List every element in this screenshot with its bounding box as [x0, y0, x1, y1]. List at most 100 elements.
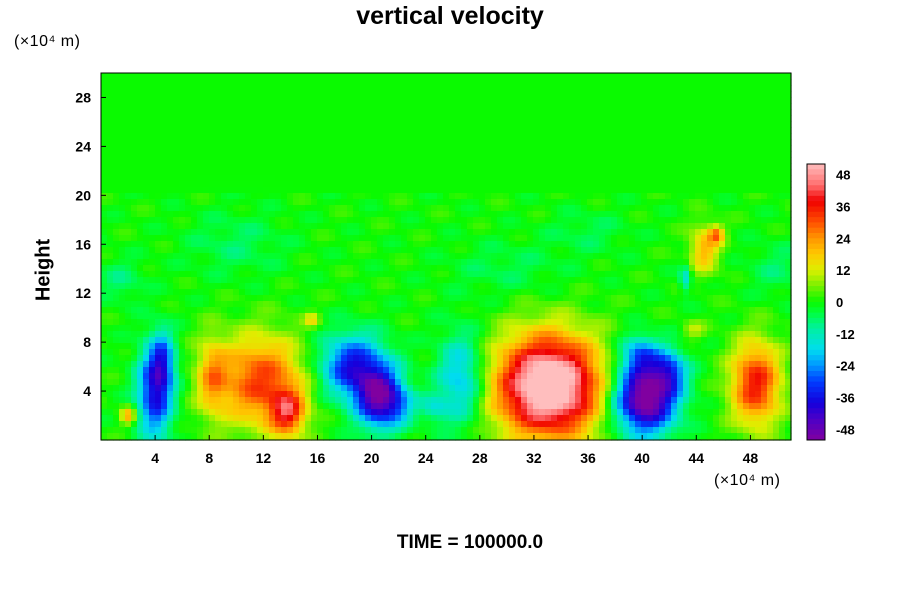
field-cell — [743, 163, 750, 170]
field-cell — [107, 151, 114, 158]
field-cell — [377, 241, 384, 248]
field-cell — [605, 169, 612, 176]
field-cell — [479, 145, 486, 152]
field-cell — [455, 139, 462, 146]
field-cell — [659, 319, 666, 326]
field-cell — [425, 109, 432, 116]
field-cell — [173, 295, 180, 302]
field-cell — [725, 133, 732, 140]
field-cell — [281, 169, 288, 176]
field-cell — [671, 175, 678, 182]
field-cell — [335, 103, 342, 110]
field-cell — [575, 307, 582, 314]
field-cell — [329, 211, 336, 218]
field-cell — [617, 151, 624, 158]
field-cell — [761, 217, 768, 224]
field-cell — [167, 205, 174, 212]
field-cell — [719, 235, 726, 242]
field-cell — [107, 169, 114, 176]
field-cell — [545, 199, 552, 206]
field-cell — [101, 265, 108, 272]
field-cell — [353, 289, 360, 296]
field-cell — [167, 241, 174, 248]
field-cell — [197, 109, 204, 116]
field-cell — [407, 127, 414, 134]
field-cell — [395, 157, 402, 164]
field-cell — [143, 145, 150, 152]
field-cell — [659, 103, 666, 110]
field-cell — [527, 319, 534, 326]
field-cell — [545, 139, 552, 146]
field-cell — [713, 157, 720, 164]
x-unit-label: (×10⁴ m) — [714, 472, 781, 489]
field-cell — [155, 79, 162, 86]
field-cell — [251, 181, 258, 188]
field-cell — [317, 331, 324, 338]
field-cell — [167, 157, 174, 164]
field-cell — [239, 109, 246, 116]
field-cell — [761, 313, 768, 320]
field-cell — [401, 91, 408, 98]
field-cell — [461, 253, 468, 260]
field-cell — [503, 115, 510, 122]
field-cell — [401, 127, 408, 134]
field-cell — [623, 145, 630, 152]
field-cell — [281, 211, 288, 218]
field-cell — [605, 319, 612, 326]
field-cell — [569, 199, 576, 206]
field-cell — [317, 265, 324, 272]
field-cell — [389, 247, 396, 254]
field-cell — [113, 217, 120, 224]
field-cell — [503, 205, 510, 212]
field-cell — [281, 193, 288, 200]
field-cell — [407, 301, 414, 308]
field-cell — [239, 139, 246, 146]
field-cell — [707, 223, 714, 230]
field-cell — [569, 127, 576, 134]
field-cell — [593, 133, 600, 140]
field-cell — [515, 115, 522, 122]
field-cell — [761, 91, 768, 98]
field-cell — [251, 259, 258, 266]
field-cell — [443, 259, 450, 266]
field-cell — [515, 259, 522, 266]
field-cell — [743, 151, 750, 158]
field-cell — [143, 247, 150, 254]
field-cell — [293, 295, 300, 302]
field-cell — [659, 133, 666, 140]
field-cell — [173, 259, 180, 266]
field-cell — [701, 325, 708, 332]
field-cell — [593, 295, 600, 302]
field-cell — [779, 271, 786, 278]
field-cell — [737, 157, 744, 164]
field-cell — [515, 175, 522, 182]
field-cell — [191, 163, 198, 170]
field-cell — [611, 133, 618, 140]
field-cell — [455, 271, 462, 278]
field-cell — [113, 325, 120, 332]
field-cell — [353, 199, 360, 206]
field-cell — [389, 79, 396, 86]
field-cell — [443, 229, 450, 236]
field-cell — [143, 277, 150, 284]
field-cell — [419, 253, 426, 260]
field-cell — [761, 175, 768, 182]
field-cell — [269, 97, 276, 104]
field-cell — [725, 145, 732, 152]
field-cell — [749, 241, 756, 248]
field-cell — [389, 301, 396, 308]
field-cell — [113, 121, 120, 128]
field-cell — [509, 85, 516, 92]
field-cell — [785, 283, 792, 290]
field-cell — [125, 307, 132, 314]
field-cell — [389, 211, 396, 218]
field-cell — [545, 295, 552, 302]
field-cell — [377, 73, 384, 80]
field-cell — [197, 91, 204, 98]
field-cell — [533, 187, 540, 194]
field-cell — [311, 325, 318, 332]
field-cell — [521, 313, 528, 320]
field-cell — [743, 295, 750, 302]
field-cell — [527, 313, 534, 320]
field-cell — [227, 271, 234, 278]
